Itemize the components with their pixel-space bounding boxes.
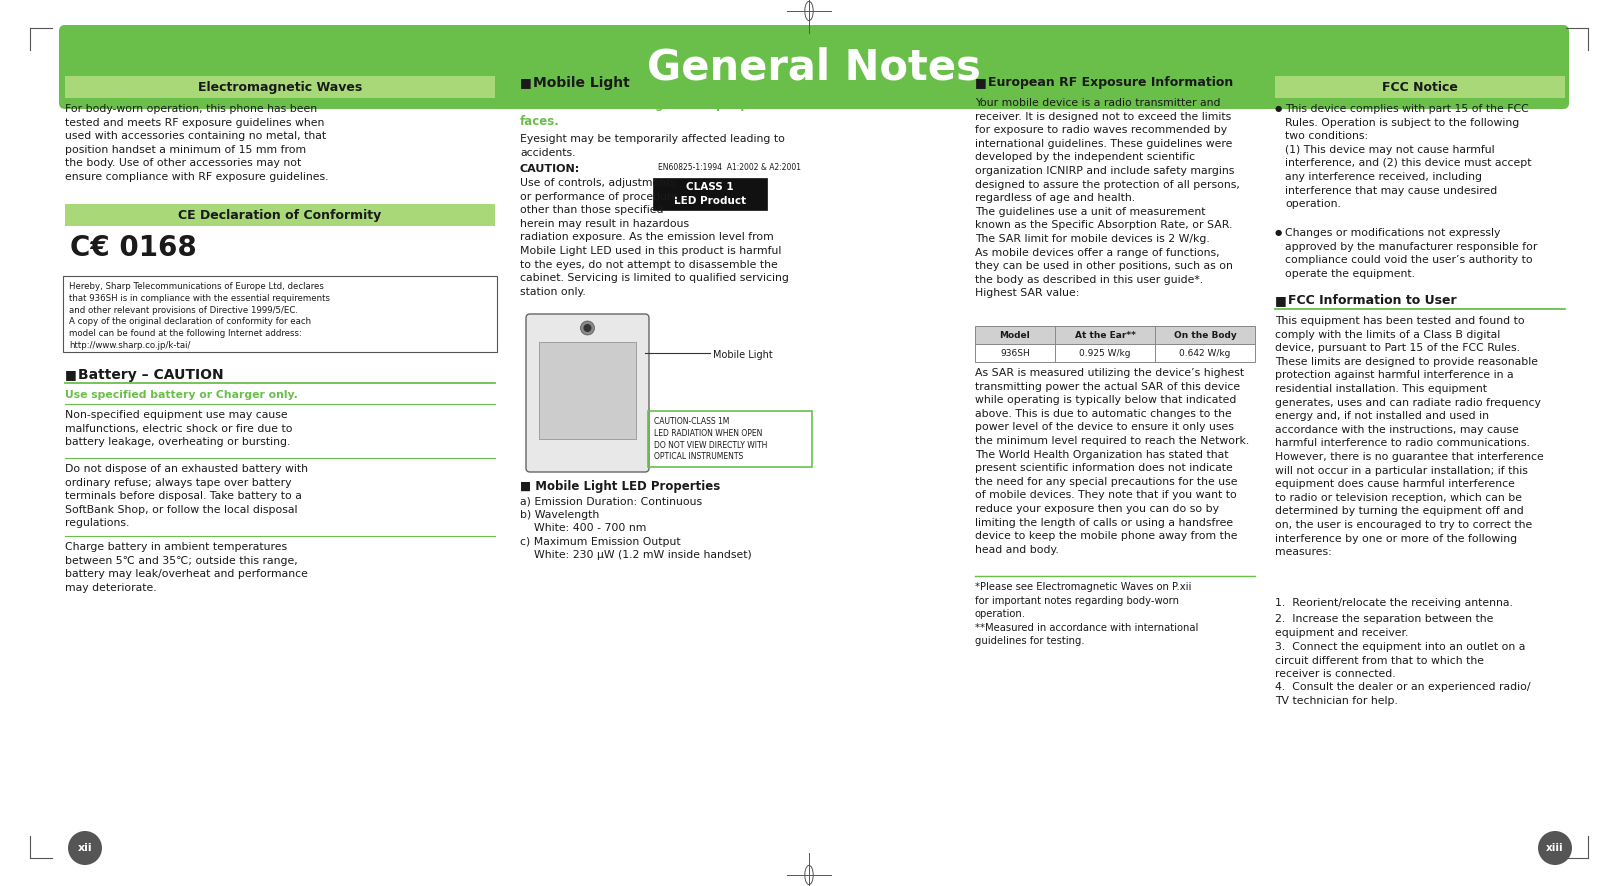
Text: CLASS 1
LED Product: CLASS 1 LED Product — [675, 183, 746, 206]
Text: 0.925 W/kg: 0.925 W/kg — [1079, 348, 1131, 357]
Text: CE Declaration of Conformity: CE Declaration of Conformity — [178, 208, 382, 222]
Text: C€ 0168: C€ 0168 — [70, 234, 197, 262]
Text: 4.  Consult the dealer or an experienced radio/
TV technician for help.: 4. Consult the dealer or an experienced … — [1275, 682, 1531, 705]
Text: This device complies with part 15 of the FCC
Rules. Operation is subject to the : This device complies with part 15 of the… — [1285, 104, 1532, 209]
Circle shape — [68, 831, 102, 865]
Text: 3.  Connect the equipment into an outlet on a
circuit different from that to whi: 3. Connect the equipment into an outlet … — [1275, 642, 1526, 680]
Text: ■: ■ — [519, 76, 532, 89]
Text: Electromagnetic Waves: Electromagnetic Waves — [197, 81, 362, 94]
Text: Changes or modifications not expressly
approved by the manufacturer responsible : Changes or modifications not expressly a… — [1285, 228, 1537, 279]
Text: xii: xii — [78, 843, 92, 853]
FancyBboxPatch shape — [539, 342, 636, 439]
Text: 936SH: 936SH — [1000, 348, 1031, 357]
Text: *Please see Electromagnetic Waves on P.xii
for important notes regarding body-wo: *Please see Electromagnetic Waves on P.x… — [976, 582, 1199, 647]
Text: EN60825-1:1994  A1:2002 & A2:2001: EN60825-1:1994 A1:2002 & A2:2001 — [659, 163, 801, 172]
Text: European RF Exposure Information: European RF Exposure Information — [989, 76, 1233, 89]
Text: 1.  Reorient/relocate the receiving antenna.: 1. Reorient/relocate the receiving anten… — [1275, 598, 1513, 608]
Text: ●: ● — [1275, 228, 1281, 237]
Text: This equipment has been tested and found to
comply with the limits of a Class B : This equipment has been tested and found… — [1275, 316, 1544, 557]
Text: CAUTION-CLASS 1M
LED RADIATION WHEN OPEN
DO NOT VIEW DIRECTLY WITH
OPTICAL INSTR: CAUTION-CLASS 1M LED RADIATION WHEN OPEN… — [654, 417, 767, 462]
FancyBboxPatch shape — [976, 326, 1256, 344]
Text: Mobile Light: Mobile Light — [714, 350, 773, 360]
Text: FCC Notice: FCC Notice — [1382, 81, 1458, 94]
Text: For body-worn operation, this phone has been
tested and meets RF exposure guidel: For body-worn operation, this phone has … — [65, 104, 328, 182]
Text: 0.642 W/kg: 0.642 W/kg — [1180, 348, 1231, 357]
Text: Eyesight may be temporarily affected leading to
accidents.: Eyesight may be temporarily affected lea… — [519, 134, 785, 158]
Text: On the Body: On the Body — [1173, 330, 1236, 339]
Text: Non-specified equipment use may cause
malfunctions, electric shock or fire due t: Non-specified equipment use may cause ma… — [65, 410, 293, 447]
Text: General Notes: General Notes — [647, 46, 981, 88]
Text: Use specified battery or Charger only.: Use specified battery or Charger only. — [65, 390, 298, 400]
FancyBboxPatch shape — [1275, 76, 1565, 98]
Text: 2.  Increase the separation between the
equipment and receiver.: 2. Increase the separation between the e… — [1275, 614, 1493, 638]
Text: a) Emission Duration: Continuous
b) Wavelength
    White: 400 - 700 nm
c) Maximu: a) Emission Duration: Continuous b) Wave… — [519, 496, 752, 561]
Text: Do not use Mobile Light near people's
faces.: Do not use Mobile Light near people's fa… — [519, 98, 772, 128]
Text: Battery – CAUTION: Battery – CAUTION — [78, 368, 223, 382]
Circle shape — [584, 324, 592, 332]
Text: Use of controls, adjustments
or performance of procedure
other than those specif: Use of controls, adjustments or performa… — [519, 178, 790, 297]
Circle shape — [1539, 831, 1573, 865]
Text: ■: ■ — [976, 76, 987, 89]
Circle shape — [581, 321, 594, 335]
Text: At the Ear**: At the Ear** — [1074, 330, 1136, 339]
FancyBboxPatch shape — [526, 314, 649, 472]
Text: ●: ● — [1275, 104, 1281, 113]
Text: ■: ■ — [65, 368, 76, 381]
Text: ■ Mobile Light LED Properties: ■ Mobile Light LED Properties — [519, 480, 720, 493]
Text: xiii: xiii — [1547, 843, 1565, 853]
Text: Your mobile device is a radio transmitter and
receiver. It is designed not to ex: Your mobile device is a radio transmitte… — [976, 98, 1239, 299]
Text: Charge battery in ambient temperatures
between 5℃ and 35℃; outside this range,
b: Charge battery in ambient temperatures b… — [65, 542, 307, 593]
Text: CAUTION:: CAUTION: — [519, 164, 581, 174]
FancyBboxPatch shape — [65, 76, 495, 98]
Text: Mobile Light: Mobile Light — [532, 76, 629, 90]
Text: Hereby, Sharp Telecommunications of Europe Ltd, declares
that 936SH is in compli: Hereby, Sharp Telecommunications of Euro… — [70, 282, 330, 350]
FancyBboxPatch shape — [65, 204, 495, 226]
Text: As SAR is measured utilizing the device’s highest
transmitting power the actual : As SAR is measured utilizing the device’… — [976, 368, 1249, 555]
Text: ■: ■ — [1275, 294, 1286, 307]
Text: Model: Model — [1000, 330, 1031, 339]
Text: FCC Information to User: FCC Information to User — [1288, 294, 1456, 307]
FancyBboxPatch shape — [654, 178, 767, 210]
FancyBboxPatch shape — [976, 344, 1256, 362]
FancyBboxPatch shape — [58, 25, 1569, 109]
Text: Do not dispose of an exhausted battery with
ordinary refuse; always tape over ba: Do not dispose of an exhausted battery w… — [65, 464, 307, 528]
